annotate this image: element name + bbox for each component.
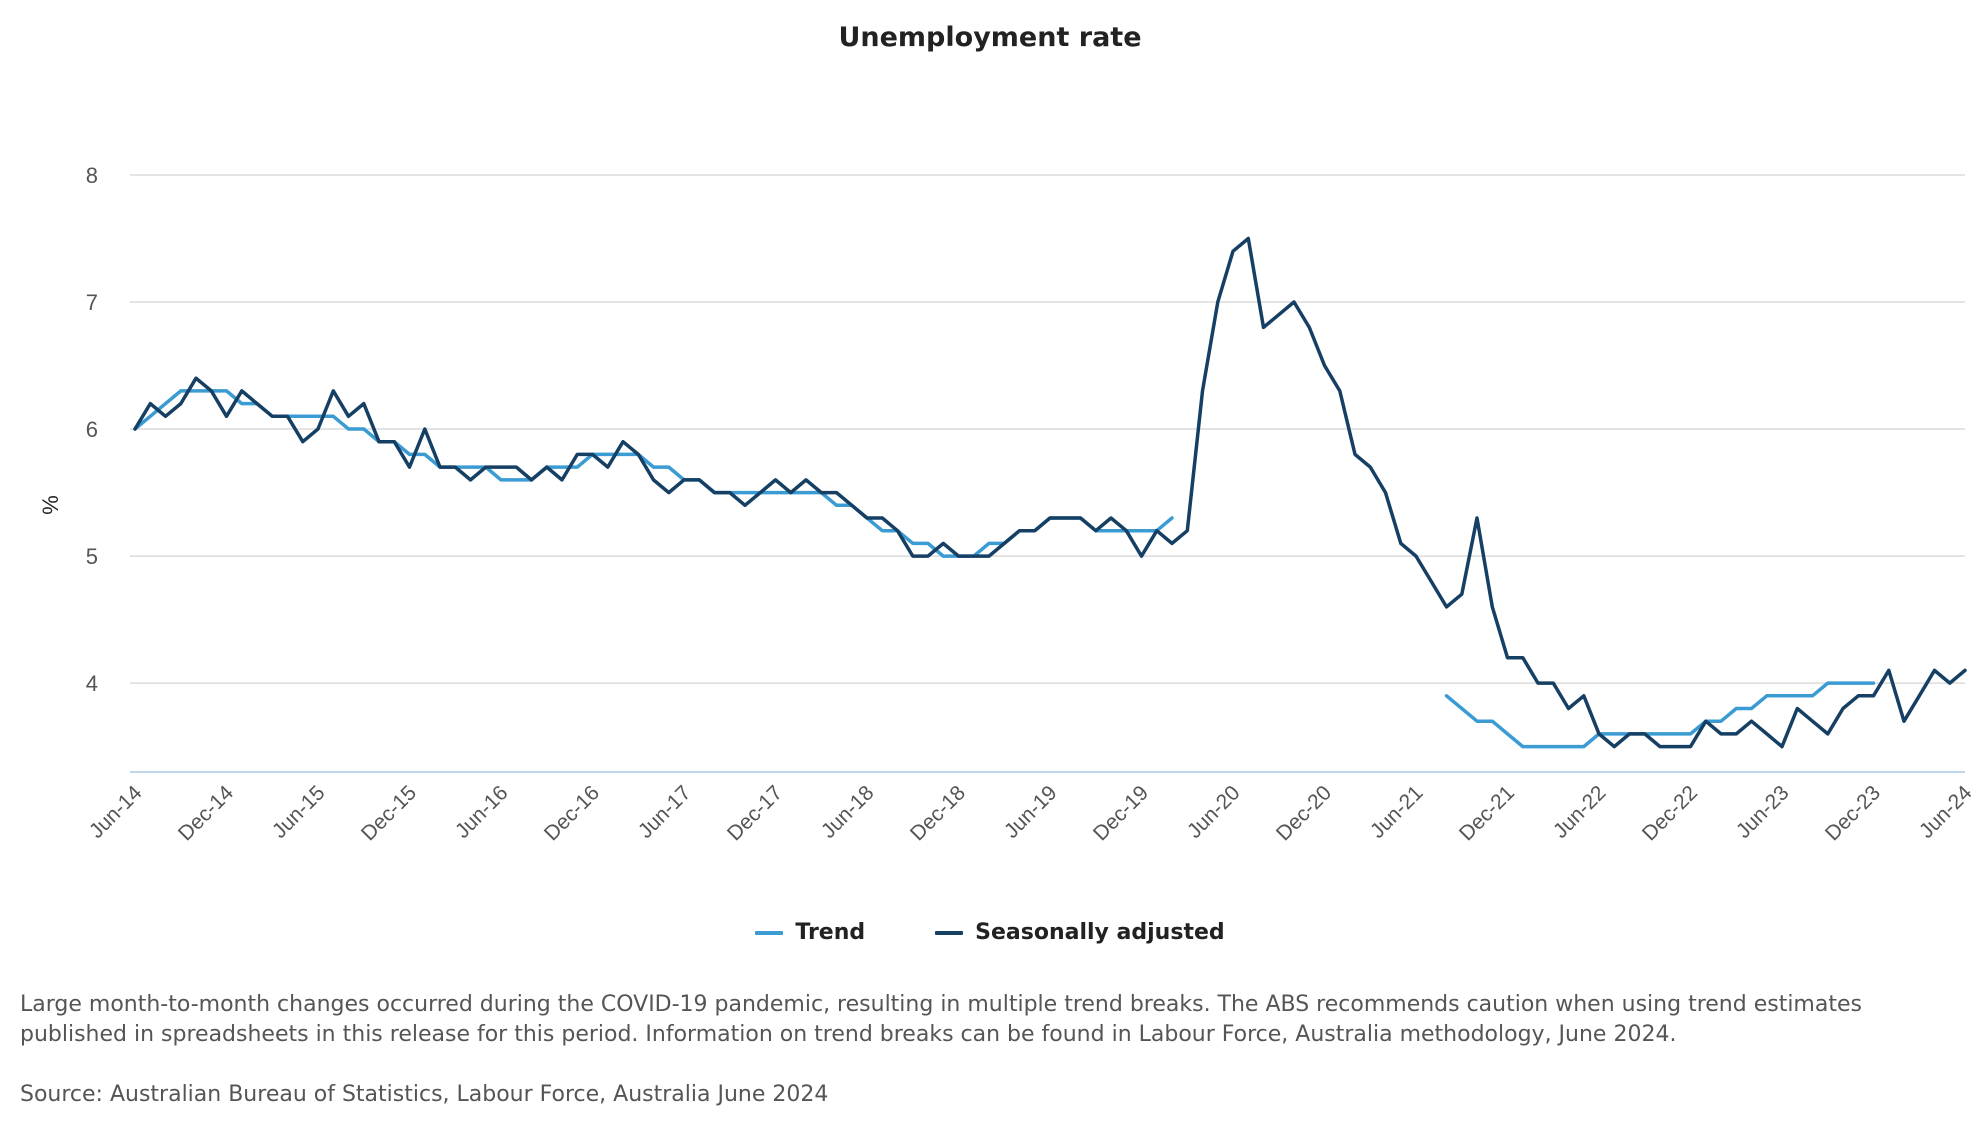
x-tick-label: Dec-19 (1089, 781, 1153, 845)
legend-swatch-trend (755, 930, 784, 935)
series-lines (133, 236, 1967, 749)
series-line-trend-segment-2 (1444, 681, 1876, 749)
legend-label-seasonally-adjusted: Seasonally adjusted (975, 920, 1225, 945)
x-tick-label: Jun-14 (85, 781, 147, 843)
chart-title: Unemployment rate (838, 22, 1142, 53)
legend-item-seasonally-adjusted[interactable]: Seasonally adjusted (935, 920, 1225, 945)
x-tick-label: Dec-15 (357, 781, 421, 845)
x-tick-label: Jun-20 (1183, 781, 1245, 843)
x-tick-label: Dec-20 (1272, 781, 1336, 845)
y-axis-ticks: 4 5 6 7 8 (86, 163, 98, 696)
y-tick-label: 4 (86, 671, 98, 696)
x-tick-label: Dec-23 (1821, 781, 1885, 845)
x-tick-label: Dec-16 (540, 781, 604, 845)
y-tick-label: 8 (86, 163, 98, 188)
y-tick-label: 6 (86, 417, 98, 442)
y-tick-label: 5 (86, 544, 98, 569)
x-tick-label: Dec-21 (1455, 781, 1519, 845)
x-tick-label: Jun-17 (634, 781, 696, 843)
line-chart: 4 5 6 7 8 % Jun-14 Dec-14 Jun-15 Dec-15 Jun-16 De… (38, 163, 1977, 845)
series-line-trend-segment-1 (133, 389, 1174, 558)
x-tick-label: Jun-21 (1366, 781, 1428, 843)
y-tick-label: 7 (86, 290, 98, 315)
series-line-seasonally-adjusted (133, 236, 1967, 749)
x-tick-label: Jun-19 (1000, 781, 1062, 843)
x-tick-label: Jun-24 (1915, 781, 1977, 843)
legend: Trend Seasonally adjusted (0, 920, 1980, 945)
footnote: Large month-to-month changes occurred du… (20, 992, 1862, 1047)
x-tick-label: Jun-22 (1549, 781, 1611, 843)
x-tick-label: Jun-15 (268, 781, 330, 843)
x-tick-label: Dec-17 (723, 781, 787, 845)
x-tick-label: Jun-18 (817, 781, 879, 843)
legend-swatch-seasonally-adjusted (935, 930, 964, 935)
gridlines (130, 174, 1965, 684)
legend-label-trend: Trend (795, 920, 866, 945)
x-tick-label: Jun-23 (1732, 781, 1794, 843)
x-tick-label: Jun-16 (451, 781, 513, 843)
x-axis-ticks: Jun-14 Dec-14 Jun-15 Dec-15 Jun-16 Dec-16 Jun-… (85, 781, 1977, 845)
x-tick-label: Dec-22 (1638, 781, 1702, 845)
legend-item-trend[interactable]: Trend (755, 920, 865, 945)
y-axis-label: % (38, 495, 63, 515)
source-note: Source: Australian Bureau of Statistics,… (20, 1082, 829, 1107)
x-tick-label: Dec-18 (906, 781, 970, 845)
x-tick-label: Dec-14 (174, 781, 238, 845)
